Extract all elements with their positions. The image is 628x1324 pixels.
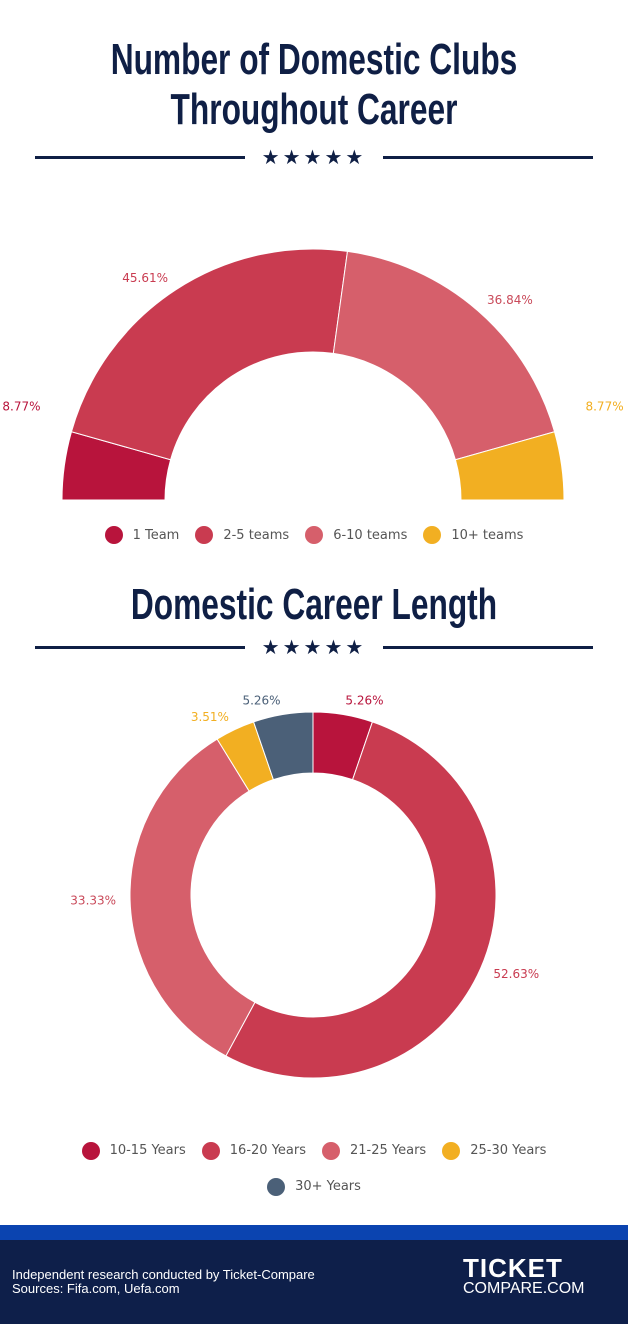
chart1-slice-2 [332, 250, 556, 461]
divider [35, 156, 245, 159]
legend-item: 25-30 Years [442, 1136, 546, 1166]
legend-item: 21-25 Years [322, 1136, 426, 1166]
chart2-label-4: 5.26% [242, 694, 280, 708]
legend-label: 25-30 Years [470, 1143, 547, 1158]
chart2-slice-2 [129, 738, 256, 1057]
logo-top: TICKET [463, 1253, 563, 1283]
chart1-label-1: 45.61% [122, 271, 168, 285]
legend-item: 1 Team [104, 526, 180, 544]
chart2-label-2: 33.33% [70, 893, 116, 907]
legend-swatch [267, 1178, 286, 1196]
legend-label: 6-10 teams [333, 527, 408, 543]
legend-label: 10-15 Years [109, 1143, 186, 1158]
legend-item: 6-10 teams [305, 526, 407, 544]
research-note: Independent research conducted by Ticket… [12, 1267, 315, 1282]
footer-text: Independent research conducted by Ticket… [12, 1268, 315, 1296]
legend-swatch [442, 1142, 461, 1160]
chart2-legend: 10-15 Years 16-20 Years 21-25 Years 25-30 Y… [0, 1136, 628, 1208]
legend-label: 21-25 Years [350, 1143, 427, 1158]
chart1-label-2: 36.84% [487, 293, 533, 307]
chart1-slice-3 [454, 431, 565, 501]
stars-icon: ★★★★★ [261, 635, 367, 659]
legend-label: 30+ Years [295, 1179, 361, 1194]
charts-canvas: 8.77% 45.61% 36.84% 8.77% 5.26% 52.63% 33.33% 3… [2, 248, 624, 1079]
legend-label: 16-20 Years [229, 1143, 306, 1158]
divider [383, 156, 593, 159]
footer-band [0, 1225, 628, 1240]
sources: Sources: Fifa.com, Uefa.com [12, 1281, 180, 1296]
legend-swatch [104, 526, 123, 544]
ticket-compare-logo: TICKET COMPARE.COM [463, 1253, 585, 1298]
legend-swatch [305, 526, 324, 544]
divider [383, 646, 593, 649]
legend-item: 10-15 Years [81, 1136, 186, 1166]
legend-swatch [322, 1142, 340, 1160]
chart2-label-1: 52.63% [493, 967, 539, 981]
chart1-label-0: 8.77% [2, 400, 40, 414]
legend-label: 10+ teams [451, 527, 524, 543]
legend-swatch [195, 526, 214, 544]
chart1-slice-1 [70, 248, 349, 461]
chart2-slice-1 [225, 721, 497, 1079]
chart2-label-0: 5.26% [345, 694, 383, 708]
legend-item: 2-5 teams [195, 526, 289, 544]
stars-icon: ★★★★★ [261, 145, 367, 169]
legend-item: 16-20 Years [201, 1136, 306, 1166]
chart1-label-3: 8.77% [585, 400, 623, 414]
legend-swatch [81, 1142, 100, 1160]
legend-item: 10+ teams [423, 526, 523, 544]
legend-label: 1 Team [132, 527, 180, 543]
chart2-slice-4 [252, 711, 314, 781]
legend-item: 30+ Years [267, 1172, 361, 1202]
chart2-title: Domestic Career Length [130, 580, 498, 629]
logo-bottom: COMPARE.COM [463, 1280, 585, 1297]
legend-label: 2-5 teams [223, 527, 290, 543]
divider [35, 646, 245, 649]
chart1-legend: 1 Team 2-5 teams 6-10 teams 10+ teams [0, 526, 628, 548]
legend-swatch [423, 526, 442, 544]
chart2-label-3: 3.51% [191, 710, 229, 724]
footer [0, 1240, 628, 1324]
chart1-title: Number of Domestic Clubs Throughout Care… [110, 35, 518, 134]
legend-swatch [201, 1142, 220, 1160]
